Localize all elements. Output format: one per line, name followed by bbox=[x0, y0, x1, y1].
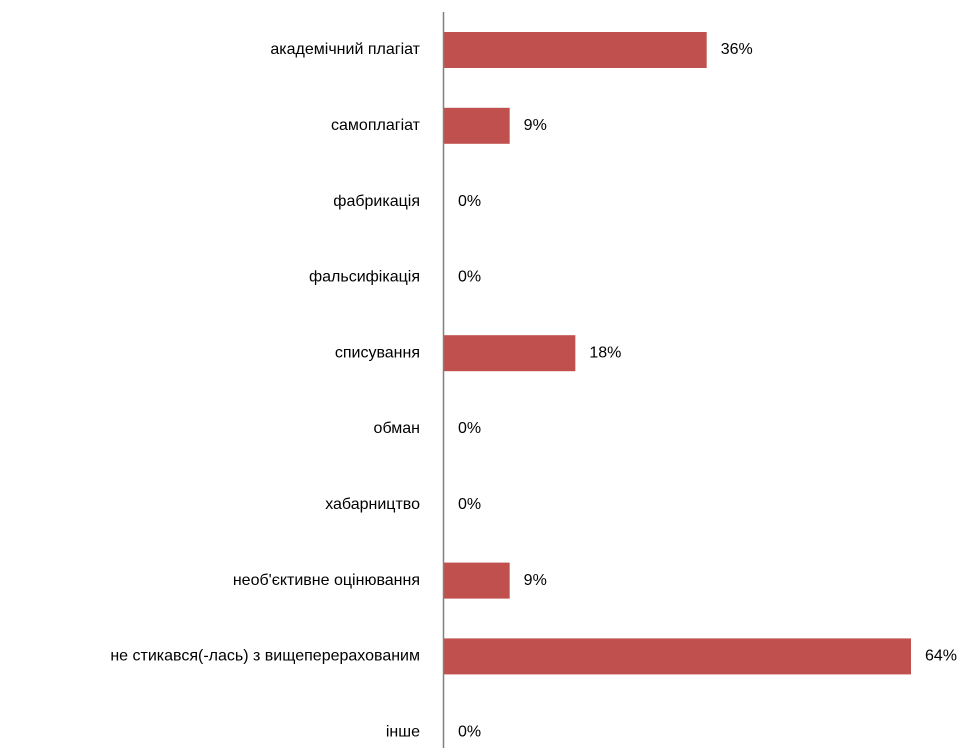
category-label-9: інше bbox=[386, 723, 420, 740]
bar-4 bbox=[444, 335, 575, 371]
value-label-2: 0% bbox=[458, 193, 481, 210]
category-label-7: необ'єктивне оцінювання bbox=[233, 572, 420, 589]
bars-layer bbox=[444, 32, 911, 674]
value-label-3: 0% bbox=[458, 269, 481, 286]
category-label-3: фальсифікація bbox=[309, 269, 420, 286]
category-label-0: академічний плагіат bbox=[270, 41, 420, 58]
category-label-5: обман bbox=[374, 420, 420, 437]
value-labels: 36% 9% 0% 0% 18% 0% 0% 9% 64% 0% bbox=[458, 41, 957, 740]
category-label-2: фабрикація bbox=[333, 193, 420, 210]
bar-8 bbox=[444, 638, 911, 674]
category-label-6: хабарництво bbox=[325, 496, 420, 513]
category-label-8: не стикався(-лась) з вищеперерахованим bbox=[110, 648, 420, 665]
value-label-0: 36% bbox=[721, 41, 753, 58]
bar-1 bbox=[444, 108, 510, 144]
value-label-5: 0% bbox=[458, 420, 481, 437]
value-label-7: 9% bbox=[524, 572, 547, 589]
category-label-1: самоплагіат bbox=[331, 117, 421, 134]
category-labels: академічний плагіат самоплагіат фабрикація… bbox=[110, 41, 420, 740]
value-label-6: 0% bbox=[458, 496, 481, 513]
bar-0 bbox=[444, 32, 707, 68]
value-label-9: 0% bbox=[458, 723, 481, 740]
category-label-4: списування bbox=[335, 344, 420, 361]
value-label-4: 18% bbox=[589, 344, 621, 361]
value-label-1: 9% bbox=[524, 117, 547, 134]
value-label-8: 64% bbox=[925, 648, 957, 665]
bar-7 bbox=[444, 563, 510, 599]
